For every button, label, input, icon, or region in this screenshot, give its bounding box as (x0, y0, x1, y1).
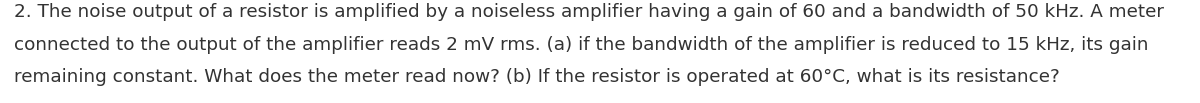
Text: 2. The noise output of a resistor is amplified by a noiseless amplifier having a: 2. The noise output of a resistor is amp… (14, 3, 1164, 21)
Text: remaining constant. What does the meter read now? (b) If the resistor is operate: remaining constant. What does the meter … (14, 68, 1060, 86)
Text: connected to the output of the amplifier reads 2 mV rms. (a) if the bandwidth of: connected to the output of the amplifier… (14, 36, 1148, 54)
